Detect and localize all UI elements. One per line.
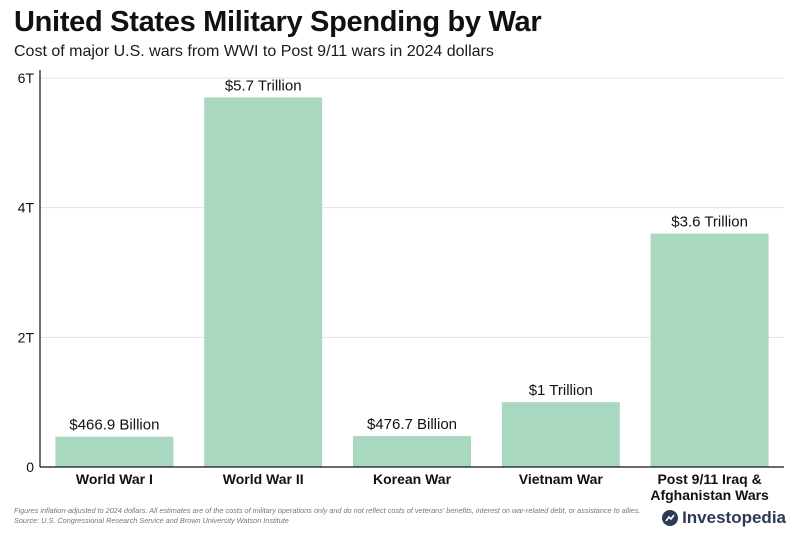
- investopedia-logo-icon: [662, 510, 679, 526]
- x-tick-label: Afghanistan Wars: [650, 487, 769, 503]
- bar: [55, 436, 174, 467]
- bar: [501, 402, 620, 467]
- data-label: $5.7 Trillion: [225, 77, 302, 94]
- chart-subtitle: Cost of major U.S. wars from WWI to Post…: [14, 43, 494, 60]
- footnote: Figures inflation-adjusted to 2024 dolla…: [14, 506, 640, 526]
- data-label: $476.7 Billion: [367, 416, 457, 433]
- brand-logo: Investopedia: [662, 508, 786, 528]
- bar: [204, 97, 323, 467]
- x-tick-label: Korean War: [373, 471, 452, 487]
- x-tick-label: Post 9/11 Iraq &: [657, 471, 761, 487]
- x-tick-label: Vietnam War: [519, 471, 604, 487]
- x-tick-label: World War I: [76, 471, 153, 487]
- data-label: $3.6 Trillion: [671, 214, 748, 231]
- y-tick-label: 0: [26, 459, 34, 475]
- y-tick-label: 4T: [18, 200, 35, 216]
- bar: [353, 436, 471, 467]
- data-label: $466.9 Billion: [69, 417, 159, 434]
- x-tick-label: World War II: [223, 471, 304, 487]
- footnote-note: Figures inflation-adjusted to 2024 dolla…: [14, 506, 641, 515]
- y-tick-label: 6T: [18, 70, 35, 86]
- bar: [650, 233, 769, 467]
- brand-name: Investopedia: [682, 508, 786, 527]
- data-label: $1 Trillion: [529, 382, 593, 399]
- y-tick-label: 2T: [18, 329, 35, 345]
- footnote-source: Source: U.S. Congressional Research Serv…: [14, 516, 289, 525]
- chart-title: United States Military Spending by War: [14, 6, 542, 38]
